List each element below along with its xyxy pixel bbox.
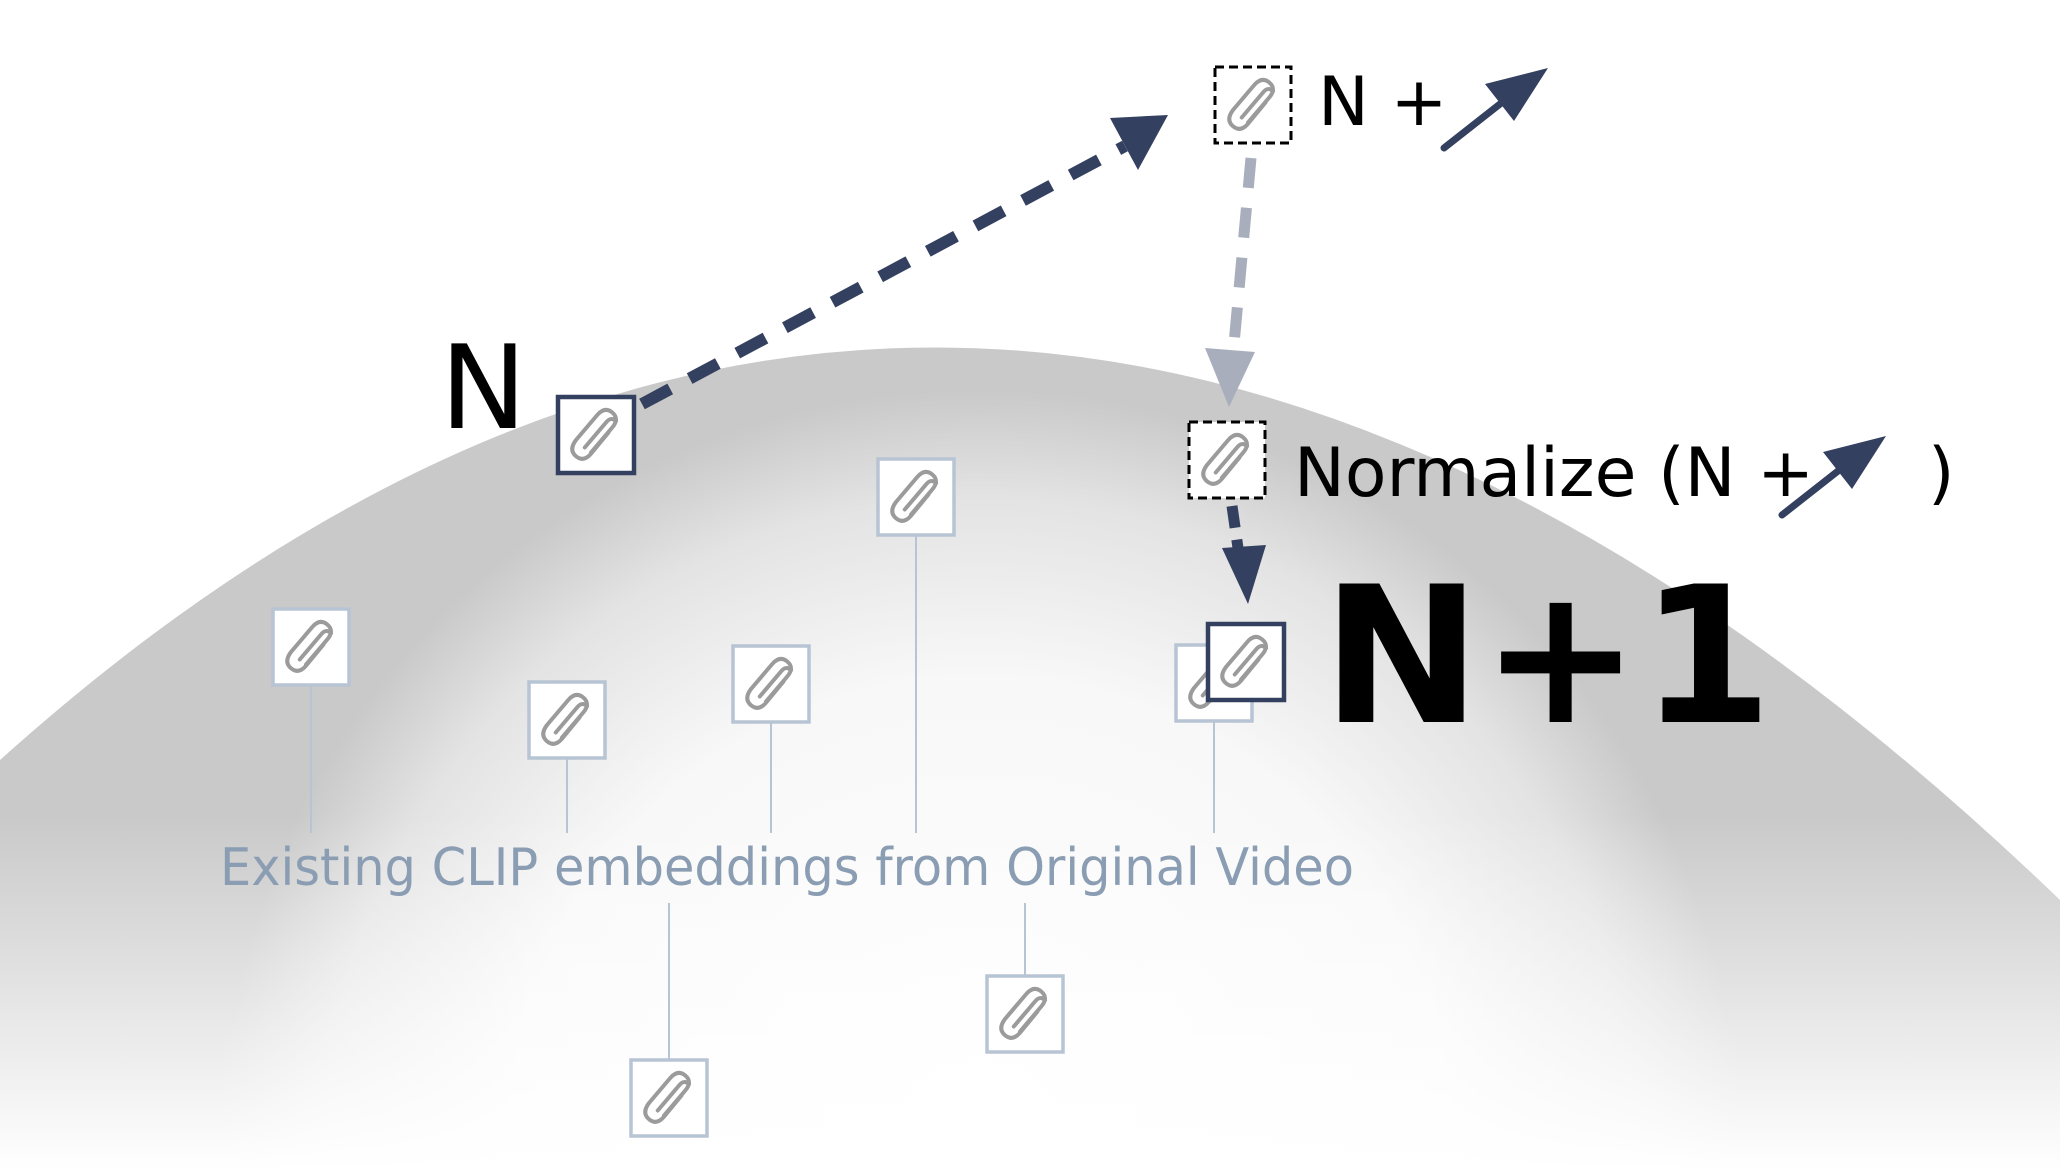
label-normalize: Normalize (N + (1294, 434, 1814, 513)
existing-embedding (271, 607, 351, 687)
arrow-up-right-icon (1440, 68, 1548, 152)
existing-embedding (876, 457, 956, 537)
label-n-plus-1: N+1 (1322, 546, 1772, 767)
arrow-head (1110, 115, 1168, 170)
embedding-normalized (1187, 420, 1267, 500)
label-n-plus: N + (1318, 63, 1447, 142)
existing-embedding (527, 680, 607, 760)
caption-connectors (310, 533, 1215, 1060)
embedding-n (555, 394, 637, 476)
arrow-head (1205, 348, 1255, 407)
label-n: N (440, 321, 527, 456)
arrow-head (1222, 545, 1266, 604)
label-normalize-close: ) (1928, 434, 1955, 513)
caption-existing-embeddings: Existing CLIP embeddings from Original V… (220, 838, 1354, 898)
arrow-n-plus-to-normalize (1227, 157, 1257, 356)
embedding-n-plus-1 (1205, 621, 1287, 703)
arrow-normalize-to-n-plus-1 (1226, 505, 1244, 549)
existing-embedding (731, 644, 811, 724)
arrow-n-to-n-plus (639, 140, 1128, 410)
embedding-n-plus (1213, 65, 1293, 145)
arrow-up-right-icon (1778, 436, 1886, 519)
existing-embedding (985, 974, 1065, 1054)
existing-embedding (629, 1058, 709, 1138)
